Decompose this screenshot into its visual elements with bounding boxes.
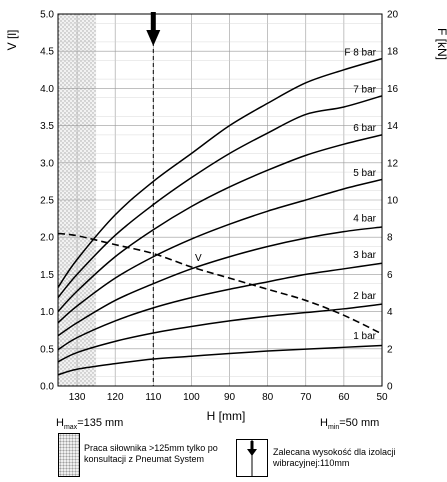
y-right-tick-label: 10 bbox=[387, 196, 399, 207]
y-right-tick-label: 2 bbox=[387, 344, 393, 355]
y-right-tick-label: 12 bbox=[387, 158, 399, 169]
arrow-legend-swatch bbox=[236, 439, 268, 477]
y-left-tick-label: 4.0 bbox=[40, 84, 54, 95]
arrow-legend-text: Zalecana wysokość dla izolacji wibracyjn… bbox=[273, 447, 396, 468]
curve-label: 1 bar bbox=[353, 331, 376, 342]
x-tick-label: 90 bbox=[224, 392, 236, 403]
series-line bbox=[57, 178, 383, 324]
curve-label: 7 bar bbox=[353, 85, 376, 96]
x-tick-label: 100 bbox=[183, 392, 200, 403]
hatched-legend-swatch bbox=[58, 433, 80, 477]
y-left-tick-label: 4.5 bbox=[40, 47, 54, 58]
y-right-tick-label: 0 bbox=[387, 382, 393, 393]
series-line bbox=[57, 232, 383, 335]
recommended-arrow-icon bbox=[146, 30, 161, 46]
hmin-label: Hmin=50 mm bbox=[320, 417, 379, 431]
hatched-legend-text: Praca siłownika >125mm tylko po konsulta… bbox=[84, 443, 218, 464]
y-left-tick-label: 0.5 bbox=[40, 344, 54, 355]
y-left-tick-label: 2.0 bbox=[40, 233, 54, 244]
plot-frame bbox=[57, 13, 383, 387]
series-line bbox=[57, 262, 383, 351]
curve-label: 2 bar bbox=[353, 291, 376, 302]
legend-arrow-icon bbox=[247, 449, 257, 456]
y-right-tick-label: 18 bbox=[387, 47, 399, 58]
y-left-tick-label: 5.0 bbox=[40, 10, 54, 21]
series-line bbox=[57, 95, 383, 299]
curve-label: 4 bar bbox=[353, 214, 376, 225]
y-right-tick-label: 4 bbox=[387, 307, 393, 318]
y-left-axis-title: V [l] bbox=[5, 30, 19, 51]
series-line bbox=[57, 134, 383, 313]
y-left-tick-label: 3.5 bbox=[40, 121, 54, 132]
x-tick-label: 50 bbox=[376, 392, 388, 403]
recommended-arrow-shaft bbox=[150, 12, 156, 32]
series-line bbox=[57, 344, 383, 376]
y-right-tick-label: 6 bbox=[387, 270, 393, 281]
y-left-tick-label: 2.5 bbox=[40, 196, 54, 207]
y-right-axis-title: F [kN] bbox=[435, 28, 447, 60]
x-tick-label: 60 bbox=[338, 392, 350, 403]
curve-label: 5 bar bbox=[353, 168, 376, 179]
y-left-tick-label: 3.0 bbox=[40, 158, 54, 169]
x-tick-label: 130 bbox=[69, 392, 86, 403]
series-line bbox=[57, 226, 383, 337]
y-right-tick-label: 8 bbox=[387, 233, 393, 244]
y-right-tick-label: 14 bbox=[387, 121, 399, 132]
curve-label: F 8 bar bbox=[344, 48, 376, 59]
curve-label: 3 bar bbox=[353, 250, 376, 261]
y-right-tick-label: 16 bbox=[387, 84, 399, 95]
y-left-tick-label: 1.0 bbox=[40, 307, 54, 318]
x-tick-label: 70 bbox=[300, 392, 312, 403]
y-left-tick-label: 1.5 bbox=[40, 270, 54, 281]
series-line bbox=[57, 57, 383, 288]
x-tick-label: 110 bbox=[145, 392, 161, 403]
v-curve-label: V bbox=[195, 253, 202, 264]
series-line bbox=[57, 303, 383, 363]
x-axis-title: H [mm] bbox=[207, 409, 246, 423]
curve-label: 6 bar bbox=[353, 123, 376, 134]
y-right-tick-label: 20 bbox=[387, 10, 399, 21]
y-left-tick-label: 0.0 bbox=[40, 382, 54, 393]
x-tick-label: 80 bbox=[262, 392, 274, 403]
hmax-label: Hmax=135 mm bbox=[56, 417, 123, 431]
x-tick-label: 120 bbox=[107, 392, 124, 403]
legend-arrow-shaft bbox=[250, 441, 254, 450]
